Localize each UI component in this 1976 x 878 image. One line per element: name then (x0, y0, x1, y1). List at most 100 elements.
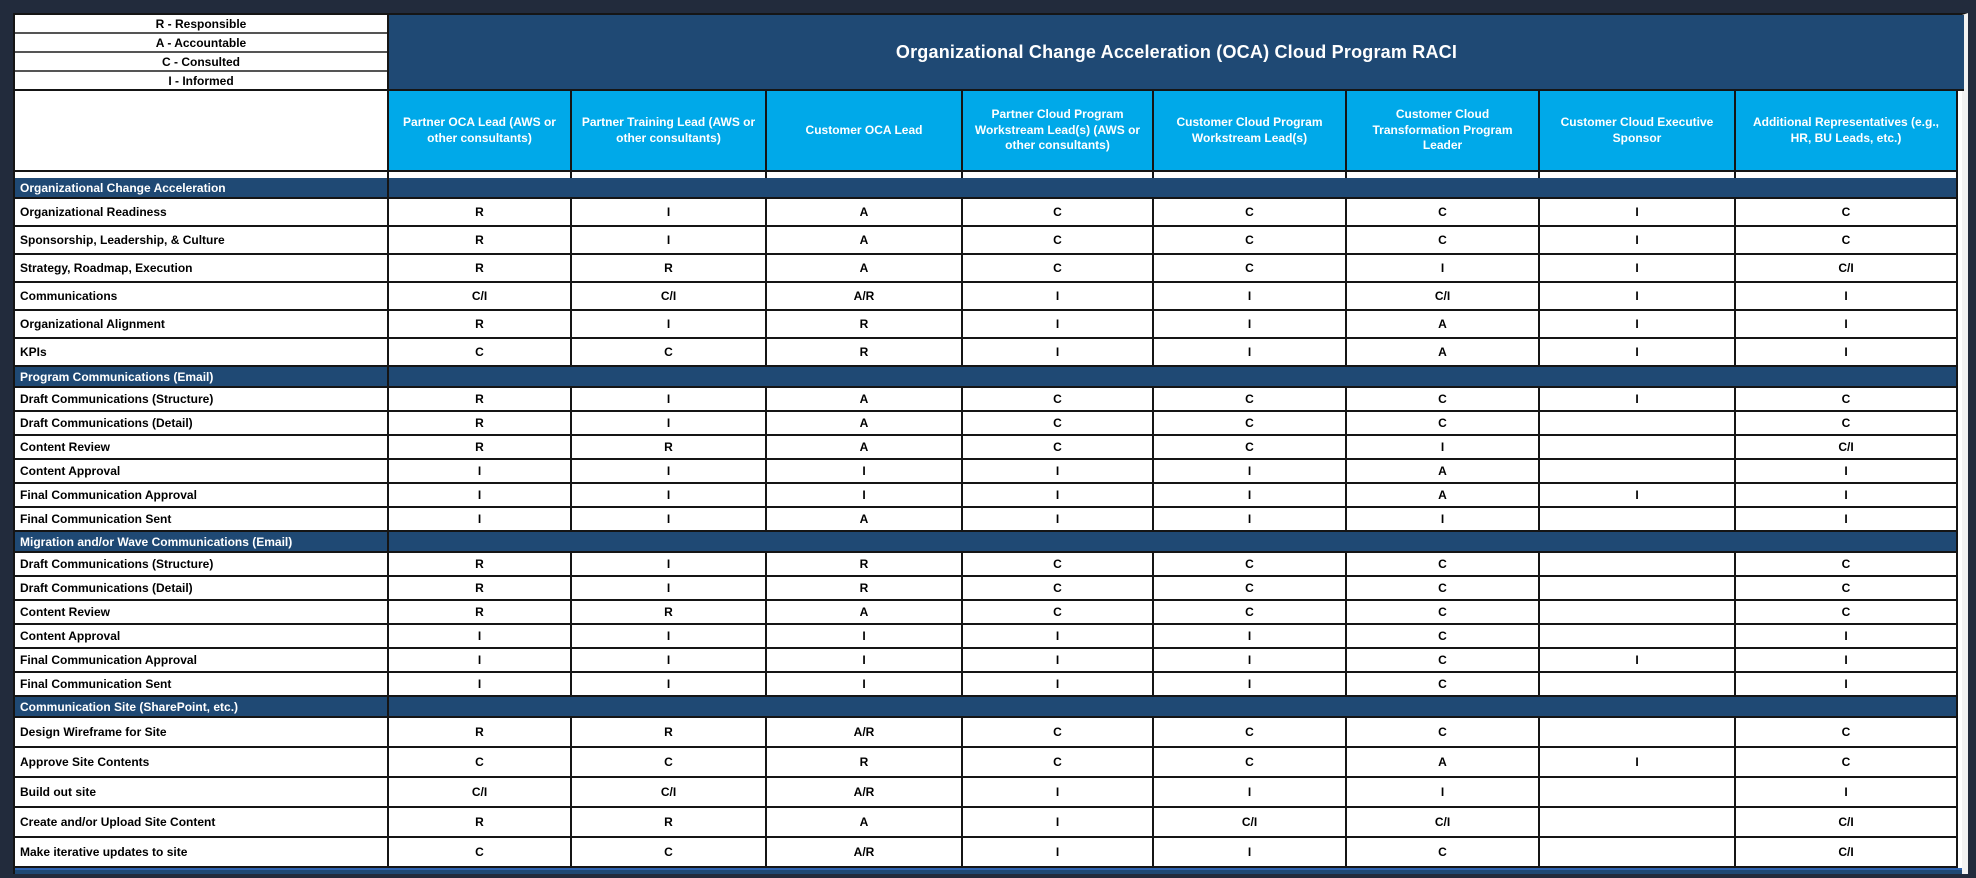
raci-cell[interactable]: A (767, 255, 963, 283)
raci-cell[interactable]: C (1154, 718, 1347, 748)
raci-cell[interactable]: I (1540, 283, 1736, 311)
raci-cell[interactable]: I (1154, 283, 1347, 311)
row-label-cell[interactable]: Organizational Readiness (15, 199, 389, 227)
raci-cell[interactable]: I (1540, 649, 1736, 673)
row-label-cell[interactable]: Draft Communications (Detail) (15, 577, 389, 601)
raci-cell[interactable]: C (963, 412, 1154, 436)
row-label-cell[interactable]: Build out site (15, 778, 389, 808)
raci-cell[interactable]: C (1736, 718, 1958, 748)
raci-cell[interactable]: C (389, 748, 572, 778)
row-label-cell[interactable]: Draft Communications (Detail) (15, 412, 389, 436)
section-header[interactable]: Organizational Change Acceleration (15, 178, 389, 199)
raci-cell[interactable]: I (572, 649, 767, 673)
raci-cell[interactable]: I (963, 311, 1154, 339)
raci-cell[interactable]: C (1347, 649, 1540, 673)
row-label-cell[interactable]: Content Review (15, 601, 389, 625)
raci-cell[interactable] (1540, 577, 1736, 601)
raci-cell[interactable]: C (1347, 625, 1540, 649)
raci-cell[interactable]: I (767, 649, 963, 673)
raci-cell[interactable]: R (767, 339, 963, 367)
raci-cell[interactable]: A (1347, 748, 1540, 778)
raci-cell[interactable]: I (572, 673, 767, 697)
raci-cell[interactable] (1540, 436, 1736, 460)
raci-cell[interactable]: R (767, 748, 963, 778)
section-header[interactable]: Communication Site (SharePoint, etc.) (15, 697, 389, 718)
raci-cell[interactable]: C (963, 199, 1154, 227)
row-label-cell[interactable]: Final Communication Sent (15, 508, 389, 532)
raci-cell[interactable]: C (1736, 553, 1958, 577)
column-header[interactable]: Customer Cloud Executive Sponsor (1540, 91, 1736, 172)
raci-cell[interactable]: I (389, 460, 572, 484)
raci-cell[interactable]: R (572, 255, 767, 283)
raci-cell[interactable]: I (389, 508, 572, 532)
raci-cell[interactable]: A (767, 412, 963, 436)
column-header[interactable]: Partner OCA Lead (AWS or other consultan… (389, 91, 572, 172)
raci-cell[interactable]: A/R (767, 283, 963, 311)
row-label-cell[interactable]: Design Wireframe for Site (15, 718, 389, 748)
raci-cell[interactable]: I (963, 508, 1154, 532)
raci-cell[interactable]: C (1736, 388, 1958, 412)
raci-cell[interactable]: C (1347, 388, 1540, 412)
raci-cell[interactable]: R (389, 412, 572, 436)
raci-cell[interactable] (1540, 508, 1736, 532)
raci-cell[interactable]: C (963, 577, 1154, 601)
raci-cell[interactable]: I (1736, 778, 1958, 808)
raci-cell[interactable]: A (767, 388, 963, 412)
raci-cell[interactable]: C (572, 748, 767, 778)
legend-cell[interactable]: A - Accountable (15, 34, 387, 53)
raci-cell[interactable]: C (389, 838, 572, 868)
raci-cell[interactable]: I (767, 484, 963, 508)
raci-cell[interactable]: I (1540, 748, 1736, 778)
raci-cell[interactable]: R (389, 227, 572, 255)
raci-cell[interactable]: A (1347, 339, 1540, 367)
raci-cell[interactable]: I (1736, 673, 1958, 697)
raci-cell[interactable]: I (963, 838, 1154, 868)
raci-cell[interactable]: I (1736, 460, 1958, 484)
raci-cell[interactable]: C (963, 436, 1154, 460)
raci-cell[interactable]: I (1540, 339, 1736, 367)
raci-cell[interactable]: C (1347, 577, 1540, 601)
raci-cell[interactable]: R (767, 577, 963, 601)
raci-cell[interactable]: C (963, 255, 1154, 283)
column-header[interactable]: Partner Cloud Program Workstream Lead(s)… (963, 91, 1154, 172)
raci-cell[interactable]: A (1347, 460, 1540, 484)
raci-cell[interactable]: R (767, 311, 963, 339)
raci-cell[interactable]: C/I (389, 283, 572, 311)
raci-cell[interactable]: I (1540, 199, 1736, 227)
raci-cell[interactable]: I (1154, 625, 1347, 649)
raci-cell[interactable]: C (963, 553, 1154, 577)
raci-cell[interactable]: C/I (1736, 255, 1958, 283)
raci-cell[interactable]: C (1347, 199, 1540, 227)
raci-cell[interactable]: C (1347, 838, 1540, 868)
raci-cell[interactable]: C (1736, 412, 1958, 436)
raci-cell[interactable]: C (1154, 748, 1347, 778)
row-label-cell[interactable]: KPIs (15, 339, 389, 367)
row-label-cell[interactable]: Organizational Alignment (15, 311, 389, 339)
raci-cell[interactable]: R (572, 808, 767, 838)
raci-cell[interactable]: C (963, 388, 1154, 412)
raci-cell[interactable]: R (389, 808, 572, 838)
raci-cell[interactable]: C (1736, 199, 1958, 227)
raci-cell[interactable]: A (767, 436, 963, 460)
raci-cell[interactable]: C (1154, 227, 1347, 255)
raci-cell[interactable]: C (1154, 601, 1347, 625)
raci-cell[interactable]: I (572, 460, 767, 484)
column-header[interactable]: Partner Training Lead (AWS or other cons… (572, 91, 767, 172)
column-header[interactable]: Additional Representatives (e.g., HR, BU… (1736, 91, 1958, 172)
row-label-cell[interactable]: Make iterative updates to site (15, 838, 389, 868)
raci-cell[interactable]: I (963, 484, 1154, 508)
raci-cell[interactable]: I (963, 339, 1154, 367)
row-label-cell[interactable]: Sponsorship, Leadership, & Culture (15, 227, 389, 255)
raci-cell[interactable] (1540, 778, 1736, 808)
raci-cell[interactable]: C (1736, 748, 1958, 778)
raci-cell[interactable]: I (1154, 838, 1347, 868)
raci-cell[interactable]: I (963, 625, 1154, 649)
raci-cell[interactable]: C/I (572, 283, 767, 311)
raci-cell[interactable]: I (572, 199, 767, 227)
row-label-cell[interactable]: Approve Site Contents (15, 748, 389, 778)
raci-cell[interactable]: R (572, 601, 767, 625)
raci-cell[interactable]: I (963, 673, 1154, 697)
raci-cell[interactable]: I (1154, 778, 1347, 808)
raci-cell[interactable]: I (767, 673, 963, 697)
raci-cell[interactable]: C/I (1347, 283, 1540, 311)
